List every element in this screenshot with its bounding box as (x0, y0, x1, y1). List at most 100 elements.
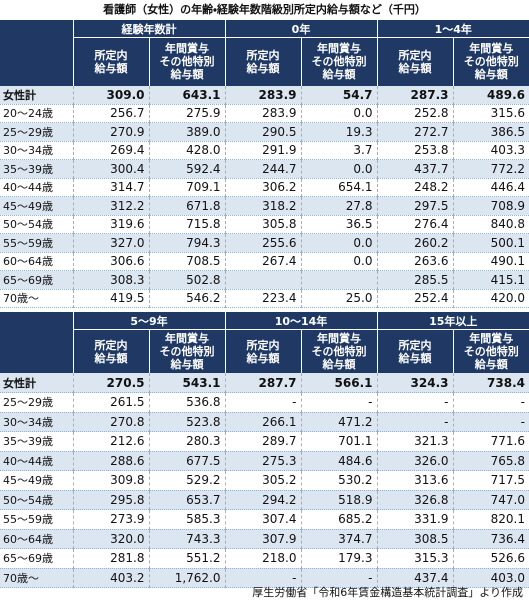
cell: - (224, 568, 301, 588)
row-label: 65～69歳 (0, 548, 73, 569)
cell: - (376, 412, 453, 432)
row-label: 45～49歳 (0, 196, 73, 216)
data-row: 60～64歳 320.0 743.3 307.9 374.7 308.5 736.4 (0, 529, 529, 549)
cell: 643.1 (148, 85, 225, 105)
cell: 389.0 (148, 122, 225, 142)
cell: 437.7 (376, 159, 453, 179)
row-label: 55～59歳 (0, 233, 73, 253)
cell: 489.6 (452, 85, 529, 105)
data-row: 女性計 309.0 643.1 283.9 54.7 287.3 489.6 (0, 85, 529, 105)
cell: 307.9 (224, 529, 301, 549)
cell: 19.3 (300, 122, 377, 142)
group-header: 10～14年 (224, 312, 377, 330)
cell: 305.2 (224, 470, 301, 491)
cell: 270.8 (72, 412, 149, 432)
data-row: 25～29歳 270.9 389.0 290.5 19.3 272.7 386.5 (0, 122, 529, 142)
cell: 420.0 (452, 289, 529, 308)
cell: 677.5 (148, 451, 225, 471)
cell: 331.9 (376, 509, 453, 530)
cell: 772.2 (452, 159, 529, 179)
cell: 546.2 (148, 289, 225, 308)
cell: - (376, 392, 453, 413)
row-label: 60～64歳 (0, 252, 73, 271)
cell: 314.7 (72, 178, 149, 197)
cell: 179.3 (300, 548, 377, 569)
data-row: 45～49歳 309.8 529.2 305.2 530.2 313.6 717.5 (0, 470, 529, 491)
cell: 708.5 (148, 252, 225, 271)
cell: 300.4 (72, 159, 149, 179)
sub-header: 年間賞与 その他特別 給与額 (148, 329, 225, 373)
cell: 315.6 (452, 104, 529, 123)
cell: 283.9 (224, 85, 301, 105)
cell: 747.0 (452, 490, 529, 510)
cell: 0.0 (300, 252, 377, 271)
cell: 709.1 (148, 178, 225, 197)
cell: 309.0 (72, 85, 149, 105)
data-row: 女性計 270.5 543.1 287.7 566.1 324.3 738.4 (0, 373, 529, 393)
data-row: 50～54歳 319.6 715.8 305.8 36.5 276.4 840.8 (0, 215, 529, 234)
cell: 653.7 (148, 490, 225, 510)
cell: 419.5 (72, 289, 149, 308)
cell: 840.8 (452, 215, 529, 234)
sub-header: 年間賞与 その他特別 給与額 (148, 37, 225, 86)
cell (300, 270, 377, 290)
data-row: 40～44歳 314.7 709.1 306.2 654.1 248.2 446.4 (0, 178, 529, 197)
cell: - (224, 392, 301, 413)
cell: 253.8 (376, 141, 453, 160)
cell: 223.4 (224, 289, 301, 308)
row-label: 70歳～ (0, 289, 73, 308)
cell: 0.0 (300, 233, 377, 253)
data-row: 45～49歳 312.2 671.8 318.2 27.8 297.5 708.9 (0, 196, 529, 216)
cell: 551.2 (148, 548, 225, 569)
cell: 708.9 (452, 196, 529, 216)
row-label: 25～29歳 (0, 122, 73, 142)
row-label: 30～34歳 (0, 141, 73, 160)
data-row: 70歳～ 419.5 546.2 223.4 25.0 252.4 420.0 (0, 289, 529, 308)
cell: 252.8 (376, 104, 453, 123)
cell: 25.0 (300, 289, 377, 308)
cell: - (452, 412, 529, 432)
cell: 403.3 (452, 141, 529, 160)
source: 厚生労働省「令和6年賃金構造基本統計調査」より作成 (252, 586, 523, 599)
cell: 270.5 (72, 373, 149, 393)
cell: 717.5 (452, 470, 529, 491)
cell: 267.4 (224, 252, 301, 271)
cell: 307.4 (224, 509, 301, 530)
cell: 285.5 (376, 270, 453, 290)
cell: 0.0 (300, 159, 377, 179)
cell: 256.7 (72, 104, 149, 123)
cell: 386.5 (452, 122, 529, 142)
cell: 765.8 (452, 451, 529, 471)
group-header-row: 5～9年 10～14年 15年以上 (0, 312, 529, 373)
cell: 654.1 (300, 178, 377, 197)
row-label: 40～44歳 (0, 451, 73, 471)
data-row: 55～59歳 273.9 585.3 307.4 685.2 331.9 820.1 (0, 509, 529, 530)
cell: 281.8 (72, 548, 149, 569)
cell: 294.2 (224, 490, 301, 510)
cell: 263.6 (376, 252, 453, 271)
cell: 295.8 (72, 490, 149, 510)
cell: 255.6 (224, 233, 301, 253)
cell: 743.3 (148, 529, 225, 549)
cell: 36.5 (300, 215, 377, 234)
cell (224, 270, 301, 290)
cell: 324.3 (376, 373, 453, 393)
cell: 306.2 (224, 178, 301, 197)
cell: 244.7 (224, 159, 301, 179)
cell: 446.4 (452, 178, 529, 197)
corner (0, 312, 73, 373)
sub-header: 年間賞与 その他特別 給与額 (452, 37, 529, 86)
cell: 290.5 (224, 122, 301, 142)
sub-header: 年間賞与 その他特別 給与額 (452, 329, 529, 373)
cell: 312.2 (72, 196, 149, 216)
cell: 270.9 (72, 122, 149, 142)
cell: 543.1 (148, 373, 225, 393)
cell: 3.7 (300, 141, 377, 160)
cell: 428.0 (148, 141, 225, 160)
cell: 272.7 (376, 122, 453, 142)
cell: 327.0 (72, 233, 149, 253)
cell: 309.8 (72, 470, 149, 491)
cell: 771.6 (452, 431, 529, 452)
row-label: 50～54歳 (0, 215, 73, 234)
cell: 701.1 (300, 431, 377, 452)
